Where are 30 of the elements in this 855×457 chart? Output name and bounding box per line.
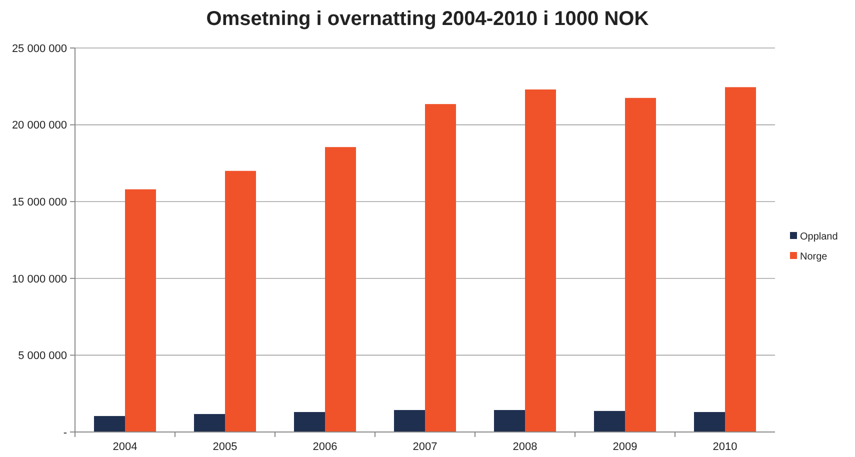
- bar: [594, 410, 625, 432]
- legend-label: Norge: [800, 252, 828, 262]
- bar: [494, 410, 525, 432]
- y-tick-label: 25 000 000: [12, 42, 67, 55]
- chart-title: Omsetning i overnatting 2004-2010 i 1000 NOK: [206, 8, 650, 30]
- bar: [725, 87, 756, 432]
- x-tick-label: 2007: [412, 441, 438, 453]
- bar: [525, 89, 556, 432]
- bar: [394, 410, 425, 432]
- y-tick-label: 10 000 000: [12, 273, 67, 286]
- bar: [325, 147, 356, 432]
- y-tick-label: 5 000 000: [18, 350, 67, 362]
- y-tick-label: -: [63, 426, 68, 439]
- bar: [425, 104, 456, 432]
- x-tick-label: 2006: [312, 441, 338, 453]
- bar: [694, 412, 725, 432]
- x-tick-label: 2010: [712, 441, 738, 453]
- y-tick-label: 15 000 000: [12, 196, 67, 208]
- x-tick-label: 2005: [212, 441, 238, 453]
- bar: [125, 189, 156, 432]
- y-tick-label: 20 000 000: [12, 120, 67, 132]
- x-tick-label: 2008: [512, 441, 538, 453]
- x-tick-label: 2004: [112, 441, 138, 453]
- bar: [625, 98, 656, 432]
- bar: [94, 416, 125, 432]
- bar: [294, 412, 325, 432]
- x-tick-label: 2009: [612, 441, 638, 453]
- bar: [194, 414, 225, 432]
- bar: [225, 170, 256, 432]
- legend-label: Oppland: [800, 232, 838, 242]
